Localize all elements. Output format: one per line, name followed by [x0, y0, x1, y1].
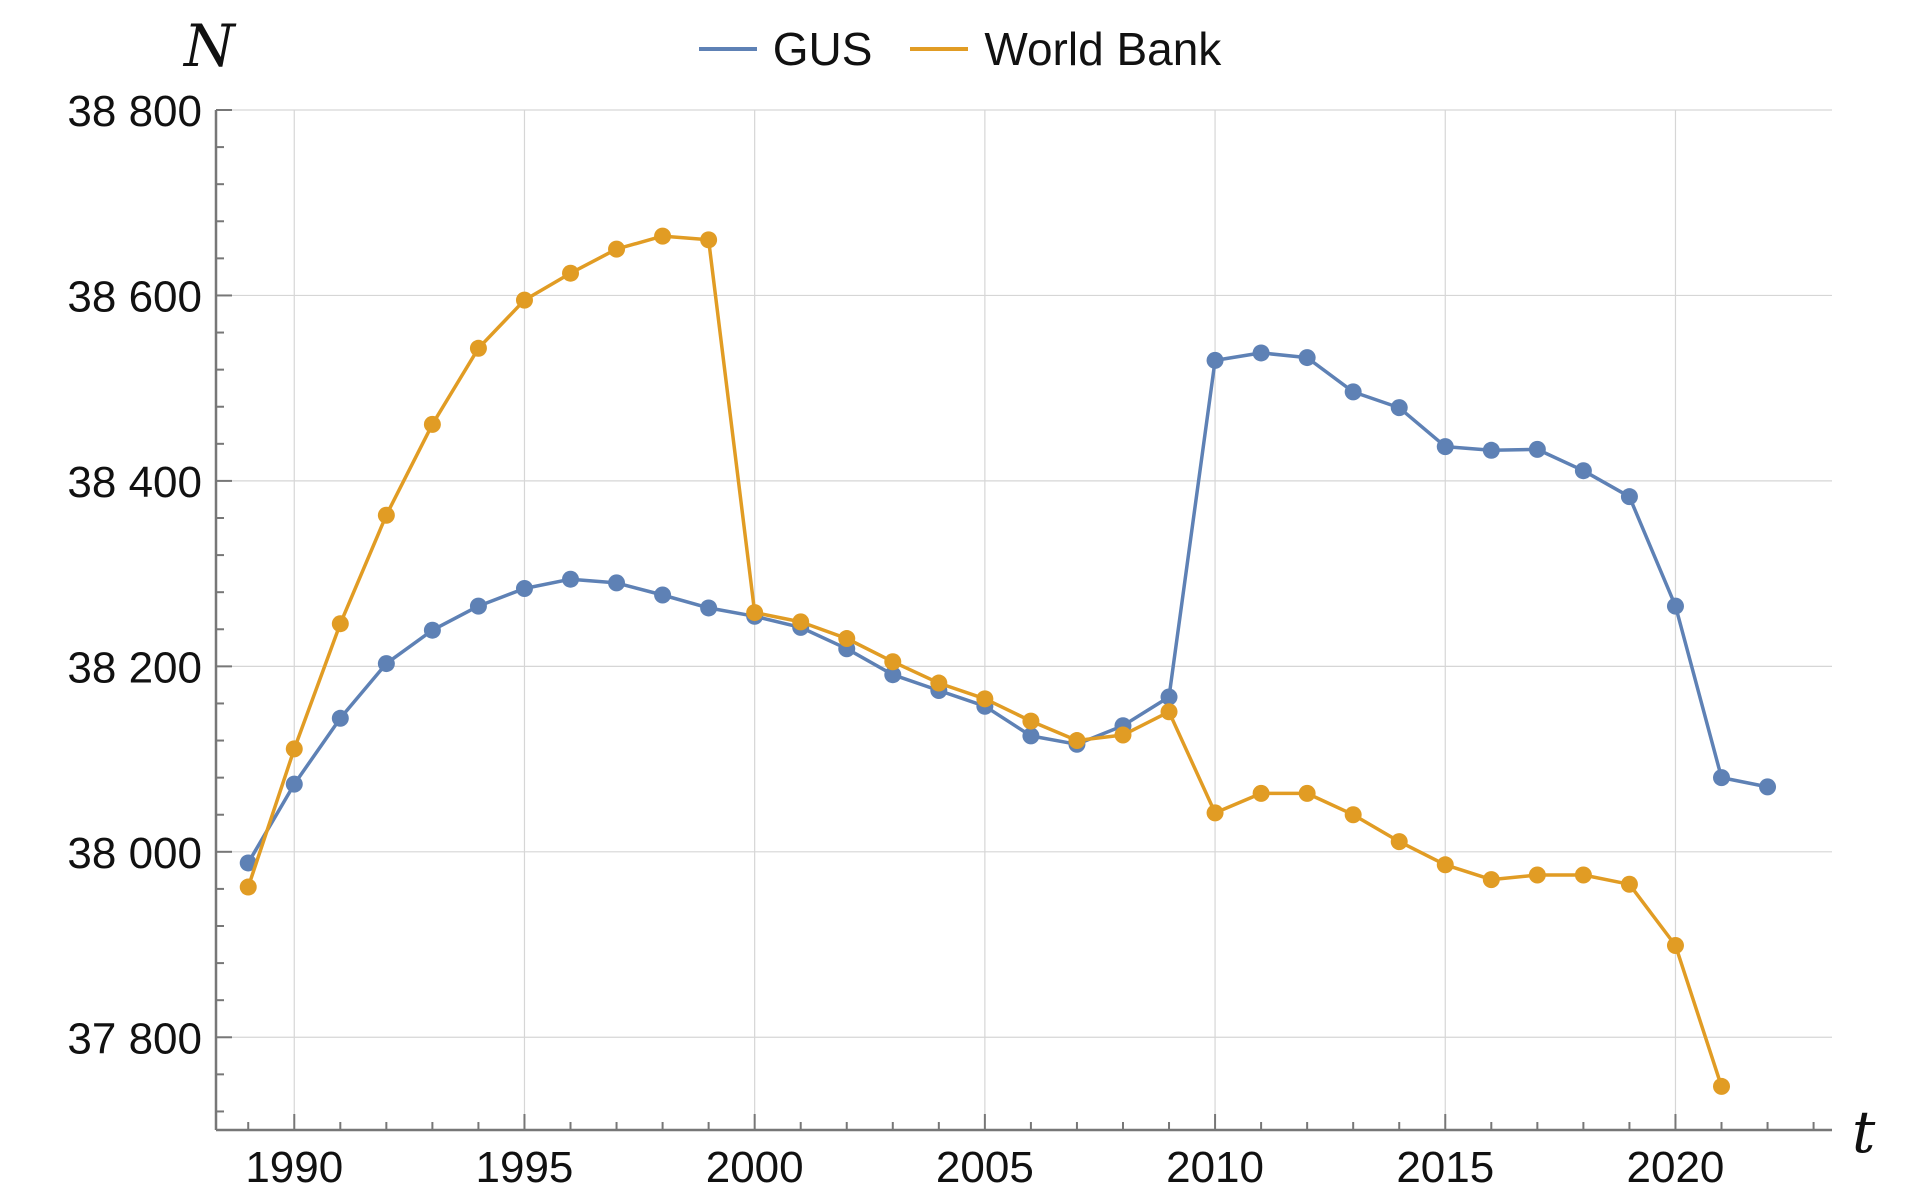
data-point-gus: [1620, 488, 1638, 506]
legend-swatch-gus: [698, 47, 757, 51]
data-point-gus: [1252, 344, 1270, 362]
data-point-world-bank: [1574, 866, 1592, 884]
data-point-gus: [285, 775, 303, 793]
data-point-world-bank: [1298, 784, 1316, 802]
data-point-world-bank: [1114, 726, 1132, 744]
data-point-world-bank: [746, 604, 764, 622]
data-point-world-bank: [1482, 871, 1500, 889]
data-point-gus: [469, 597, 487, 615]
x-tick-label: 2015: [1396, 1143, 1494, 1187]
data-point-gus: [331, 709, 349, 727]
data-point-world-bank: [331, 615, 349, 633]
data-point-world-bank: [608, 240, 626, 258]
data-point-world-bank: [884, 653, 902, 671]
data-point-gus: [1574, 462, 1592, 480]
data-point-gus: [1022, 727, 1040, 745]
y-tick-label: 38 600: [67, 272, 202, 321]
data-point-world-bank: [1068, 732, 1086, 750]
data-point-gus: [1160, 688, 1178, 706]
data-point-world-bank: [1344, 806, 1362, 824]
y-tick-label: 38 000: [67, 829, 202, 878]
legend-label-world-bank: World Bank: [984, 23, 1222, 75]
data-point-world-bank: [1160, 703, 1178, 721]
data-point-gus: [1206, 351, 1224, 369]
data-point-gus: [1436, 438, 1454, 456]
y-tick-label: 38 200: [67, 643, 202, 692]
data-point-world-bank: [700, 231, 718, 249]
data-point-world-bank: [239, 878, 257, 896]
data-point-world-bank: [792, 613, 810, 631]
data-point-world-bank: [1666, 936, 1684, 954]
data-point-gus: [1759, 778, 1777, 796]
data-point-gus: [700, 599, 718, 617]
y-axis-title: N: [184, 12, 235, 80]
x-tick-label: 2020: [1627, 1143, 1725, 1187]
data-point-gus: [1528, 440, 1546, 458]
data-point-world-bank: [838, 630, 856, 648]
data-point-gus: [654, 586, 672, 604]
legend-item-gus: GUS: [698, 22, 873, 76]
data-point-gus: [1482, 441, 1500, 459]
data-point-world-bank: [1390, 833, 1408, 851]
data-point-world-bank: [562, 264, 580, 282]
data-point-world-bank: [654, 227, 672, 245]
data-point-gus: [1666, 597, 1684, 615]
legend-label-gus: GUS: [772, 23, 873, 75]
legend-item-world-bank: World Bank: [910, 22, 1221, 76]
data-point-gus: [423, 621, 441, 639]
data-point-gus: [239, 854, 257, 872]
y-tick-label: 38 800: [67, 87, 202, 136]
data-point-gus: [608, 574, 626, 592]
data-point-world-bank: [930, 674, 948, 692]
data-point-world-bank: [1022, 712, 1040, 730]
y-tick-label: 38 400: [67, 458, 202, 507]
x-tick-label: 1990: [245, 1143, 343, 1187]
data-point-world-bank: [377, 506, 395, 524]
y-tick-label: 37 800: [67, 1014, 202, 1063]
data-point-gus: [1713, 769, 1731, 787]
x-tick-label: 2005: [936, 1143, 1034, 1187]
data-point-world-bank: [423, 415, 441, 433]
data-point-world-bank: [1528, 866, 1546, 884]
data-point-gus: [884, 666, 902, 684]
data-point-gus: [515, 579, 533, 597]
data-point-gus: [377, 655, 395, 673]
data-point-gus: [1390, 399, 1408, 417]
data-point-world-bank: [976, 690, 994, 708]
data-point-world-bank: [515, 291, 533, 309]
data-point-world-bank: [469, 339, 487, 357]
data-point-world-bank: [1713, 1077, 1731, 1095]
legend-swatch-world-bank: [910, 47, 969, 51]
x-tick-label: 2010: [1166, 1143, 1264, 1187]
data-point-world-bank: [1206, 804, 1224, 822]
data-point-world-bank: [1252, 784, 1270, 802]
x-tick-label: 1995: [476, 1143, 574, 1187]
data-point-world-bank: [285, 740, 303, 758]
data-point-gus: [1344, 383, 1362, 401]
data-point-gus: [562, 570, 580, 588]
series-line-gus: [246, 351, 1768, 864]
x-tick-label: 2000: [706, 1143, 804, 1187]
x-axis-title: t: [1852, 1098, 1876, 1166]
data-point-gus: [1298, 349, 1316, 367]
legend: GUS World Bank: [0, 22, 1920, 76]
data-point-world-bank: [1620, 875, 1638, 893]
data-point-world-bank: [1436, 856, 1454, 874]
